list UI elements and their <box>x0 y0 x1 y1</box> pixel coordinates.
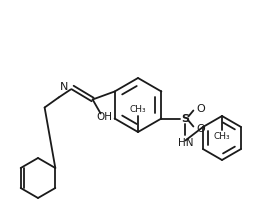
Text: CH₃: CH₃ <box>130 105 146 114</box>
Text: S: S <box>181 114 189 124</box>
Text: HN: HN <box>178 138 193 149</box>
Text: OH: OH <box>97 112 113 122</box>
Text: N: N <box>60 83 69 93</box>
Text: CH₃: CH₃ <box>214 132 230 141</box>
Text: O: O <box>196 103 205 114</box>
Text: O: O <box>196 124 205 134</box>
